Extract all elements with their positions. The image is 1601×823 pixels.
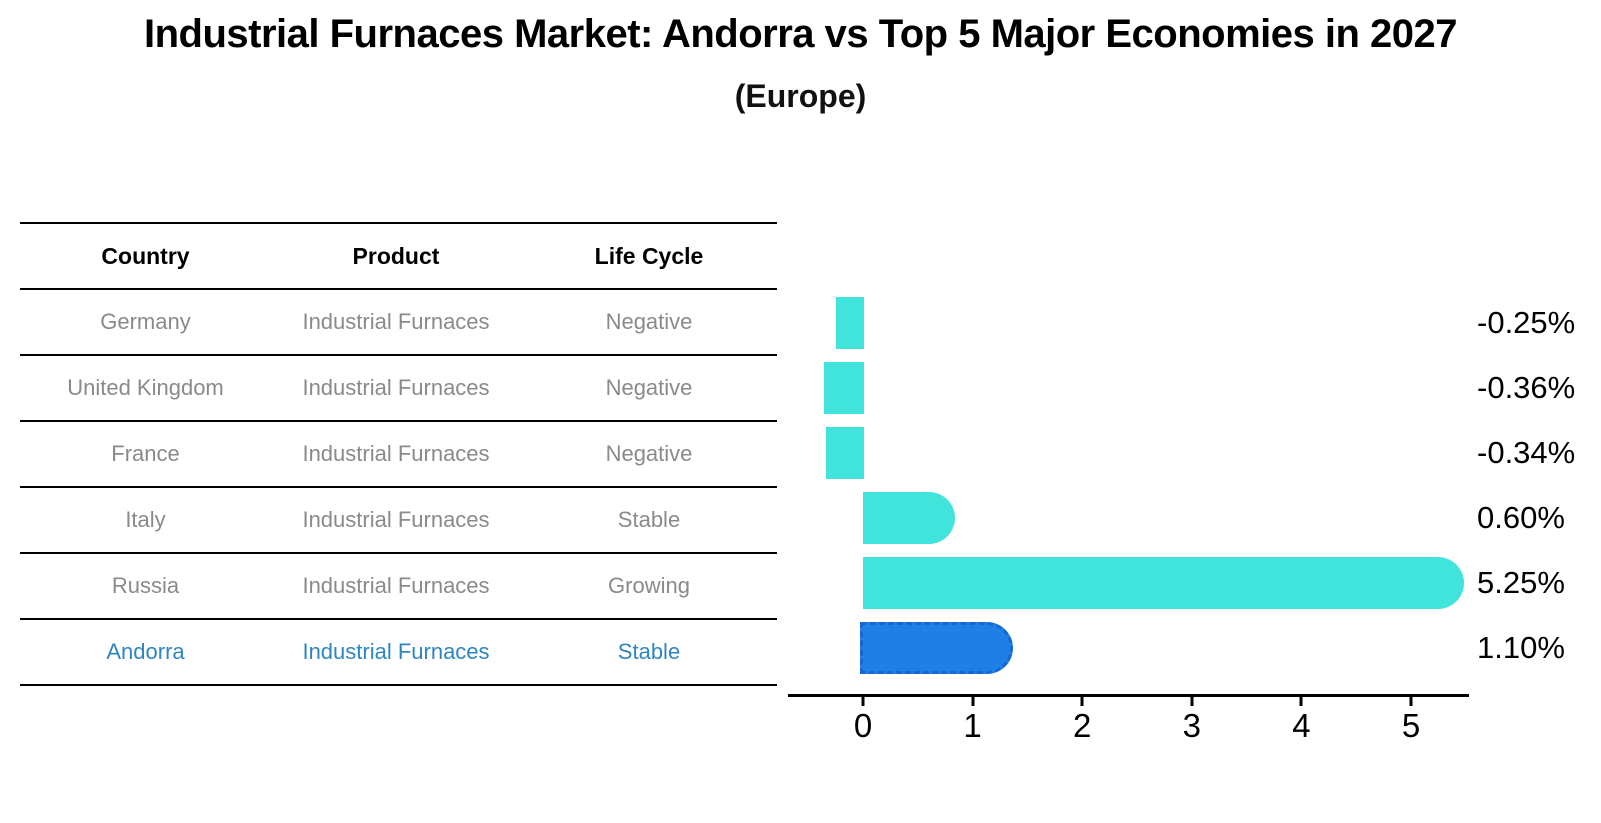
product-cell: Industrial Furnaces xyxy=(302,573,490,598)
product-cell: Industrial Furnaces xyxy=(302,639,490,664)
value-label: -0.25% xyxy=(1477,305,1576,340)
lifecycle-cell: Stable xyxy=(617,639,681,664)
country-cell: Germany xyxy=(100,309,191,334)
x-tick-label: 3 xyxy=(1182,707,1201,744)
table-row: Andorra Industrial Furnaces Stable xyxy=(20,620,777,686)
table-row: Italy Industrial Furnaces Stable xyxy=(20,488,777,554)
bar-united-kingdom xyxy=(823,362,864,414)
bar-andorra xyxy=(860,622,1013,674)
country-cell: Italy xyxy=(125,507,166,532)
column-header-country: Country xyxy=(101,242,190,269)
product-cell: Industrial Furnaces xyxy=(302,375,490,400)
table-header-row: Country Product Life Cycle xyxy=(20,224,777,290)
bar-france xyxy=(825,427,864,479)
country-cell: United Kingdom xyxy=(67,375,224,400)
table-row: Germany Industrial Furnaces Negative xyxy=(20,290,777,356)
column-header-product: Product xyxy=(352,242,440,269)
x-tick-mark xyxy=(861,697,865,706)
x-tick-label: 2 xyxy=(1073,707,1092,744)
x-tick-label: 4 xyxy=(1292,707,1311,744)
column-header-lifecycle: Life Cycle xyxy=(594,242,704,269)
bar-germany xyxy=(835,297,864,349)
country-cell: Andorra xyxy=(106,639,185,664)
table-row: Russia Industrial Furnaces Growing xyxy=(20,554,777,620)
x-tick-mark xyxy=(971,697,975,706)
lifecycle-cell: Stable xyxy=(617,507,681,532)
x-tick-label: 5 xyxy=(1401,707,1421,744)
bar-italy xyxy=(863,492,955,544)
lifecycle-cell: Negative xyxy=(605,309,693,334)
value-label: -0.34% xyxy=(1477,435,1576,470)
x-tick-mark xyxy=(1190,697,1194,706)
country-table: Country Product Life Cycle Germany Indust… xyxy=(20,222,777,686)
product-cell: Industrial Furnaces xyxy=(302,441,490,466)
bar-russia xyxy=(863,557,1465,609)
country-cell: Russia xyxy=(111,573,180,598)
x-tick-label: 0 xyxy=(853,707,873,744)
chart-subtitle: (Europe) xyxy=(734,78,867,114)
lifecycle-cell: Negative xyxy=(605,441,693,466)
x-tick-label: 1 xyxy=(963,707,982,744)
product-cell: Industrial Furnaces xyxy=(302,309,490,334)
x-axis-line xyxy=(788,694,1469,697)
product-cell: Industrial Furnaces xyxy=(302,507,490,532)
table-row: United Kingdom Industrial Furnaces Negativ… xyxy=(20,356,777,422)
country-cell: France xyxy=(111,441,180,466)
value-label: 0.60% xyxy=(1477,500,1565,535)
x-tick-mark xyxy=(1080,697,1084,706)
table-body: Germany Industrial Furnaces Negative United… xyxy=(20,290,777,686)
value-label: 1.10% xyxy=(1477,630,1565,665)
value-label: 5.25% xyxy=(1477,565,1565,600)
x-tick-mark xyxy=(1409,697,1413,706)
value-label: -0.36% xyxy=(1477,370,1576,405)
x-tick-mark xyxy=(1299,697,1303,706)
chart-title: Industrial Furnaces Market: Andorra vs T… xyxy=(143,12,1458,56)
lifecycle-cell: Negative xyxy=(605,375,693,400)
table-row: France Industrial Furnaces Negative xyxy=(20,422,777,488)
lifecycle-cell: Growing xyxy=(608,573,690,598)
